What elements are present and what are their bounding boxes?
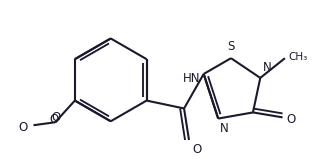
Text: O: O xyxy=(50,113,59,126)
Text: O: O xyxy=(52,111,61,124)
Text: N: N xyxy=(220,121,229,135)
Text: N: N xyxy=(263,61,272,74)
Text: O: O xyxy=(18,121,28,134)
Text: S: S xyxy=(227,40,235,53)
Text: O: O xyxy=(192,143,202,156)
Text: O: O xyxy=(286,113,296,126)
Text: CH₃: CH₃ xyxy=(288,52,307,62)
Text: HN: HN xyxy=(183,72,201,85)
